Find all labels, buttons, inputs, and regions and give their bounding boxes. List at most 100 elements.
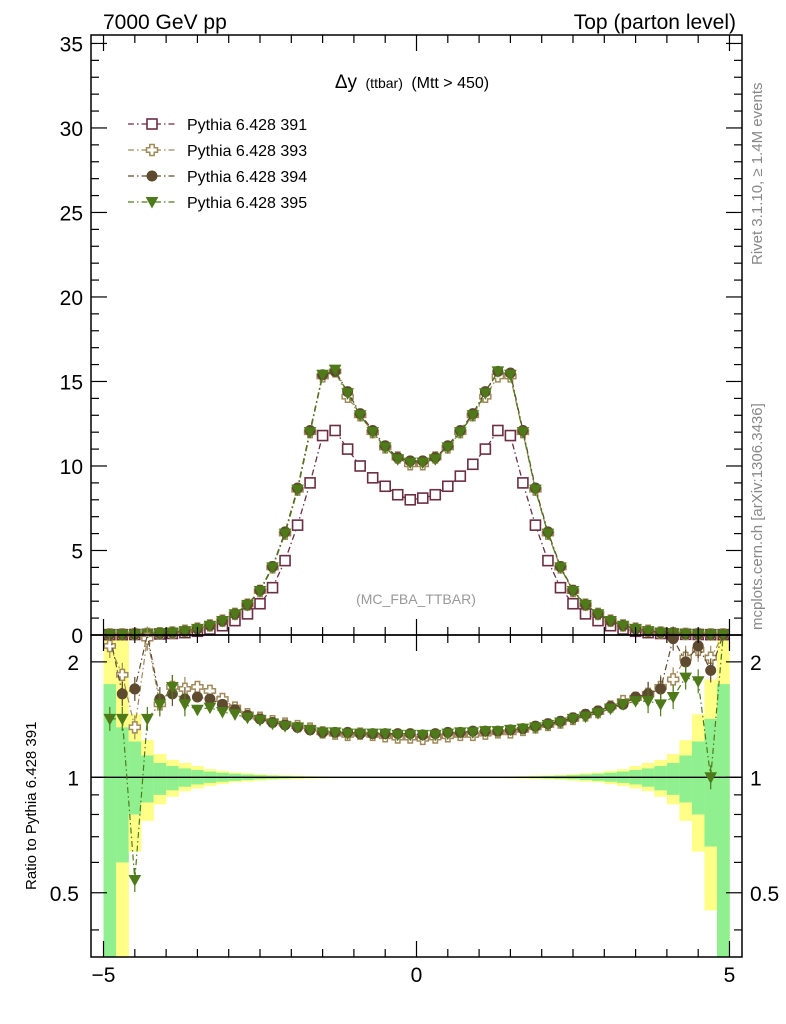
ratio-data-point <box>428 729 442 742</box>
main-series-4 <box>103 364 730 642</box>
mcplots-reference-label: mcplots.cern.ch [arXiv:1306.3436] <box>749 403 766 630</box>
ratio-data-point <box>403 729 417 742</box>
ratio-data-point <box>680 656 692 668</box>
title-rest: (Mtt > 450) <box>411 75 489 92</box>
ratio-band-green-bin <box>679 755 693 803</box>
ratio-data-point <box>204 693 216 705</box>
main-data-point <box>254 597 266 610</box>
ratio-data-point <box>591 708 605 720</box>
main-data-point <box>467 458 479 471</box>
ratio-data-point <box>616 699 630 711</box>
x-tick-label: −5 <box>92 964 116 987</box>
ratio-data-point <box>216 707 229 719</box>
ratio-data-point <box>291 722 304 734</box>
ratio-data-point <box>705 664 717 676</box>
main-y-tick-label: 5 <box>71 540 83 563</box>
axis-ticks <box>91 35 742 957</box>
main-y-tick-label: 20 <box>60 287 83 310</box>
ratio-data-point <box>604 703 617 716</box>
ratio-band-green-bin <box>166 766 179 791</box>
main-data-point <box>353 410 367 422</box>
ratio-band-green-bin <box>716 684 730 957</box>
main-data-point <box>517 477 529 489</box>
ratio-data-point <box>491 726 505 738</box>
ratio-data-point <box>115 713 129 726</box>
main-y-tick-label: 30 <box>60 118 83 141</box>
main-data-point <box>504 429 517 442</box>
ratio-data-point <box>504 724 517 737</box>
main-data-point <box>166 627 179 640</box>
main-data-point <box>304 477 316 489</box>
main-data-point <box>266 562 279 574</box>
ratio-data-point <box>128 874 142 887</box>
header-right-label: Top (parton level) <box>574 11 736 34</box>
ratio-data-point <box>353 728 367 741</box>
ratio-data-point <box>378 728 392 741</box>
ratio-series-line <box>109 634 724 740</box>
legend-marker <box>146 170 158 182</box>
main-data-point <box>441 442 455 454</box>
ratio-data-point <box>667 633 679 645</box>
legend-label: Pythia 6.428 395 <box>187 195 307 212</box>
ratio-y-tick-label-left: 2 <box>67 652 79 675</box>
ratio-data-point <box>191 691 203 703</box>
main-data-point <box>579 599 592 612</box>
ratio-data-point <box>416 729 430 742</box>
main-data-point <box>316 429 329 442</box>
main-data-point <box>591 609 605 621</box>
ratio-data-point <box>441 728 455 741</box>
ratio-data-point <box>116 668 129 682</box>
main-data-point <box>479 388 492 400</box>
ratio-series-line <box>109 634 724 880</box>
ratio-band-green-bin <box>103 684 117 957</box>
main-data-point <box>654 627 667 640</box>
main-series-line <box>109 429 724 636</box>
ratio-band-green-bin <box>116 727 129 863</box>
main-data-point <box>567 597 579 610</box>
main-plot-title: Δy (ttbar) (Mtt > 450) <box>335 72 489 93</box>
ratio-data-point <box>541 719 555 732</box>
main-data-point <box>341 388 354 400</box>
legend-label: Pythia 6.428 393 <box>187 143 307 160</box>
title-main: Δy <box>335 72 358 93</box>
main-data-point <box>178 626 192 638</box>
main-data-point <box>291 484 304 497</box>
ratio-data-point <box>129 683 141 695</box>
legend-label: Pythia 6.428 394 <box>187 169 307 186</box>
ratio-data-point <box>366 728 380 741</box>
main-data-point <box>354 460 366 472</box>
legend-marker <box>145 197 159 209</box>
main-data-point <box>428 454 442 466</box>
main-plot-series <box>103 364 730 642</box>
ratio-band-green-bin <box>128 741 142 815</box>
main-data-point <box>391 488 404 501</box>
title-small: (ttbar) <box>366 75 403 91</box>
ratio-data-point <box>241 712 254 725</box>
legend-marker <box>146 118 158 130</box>
main-data-point <box>504 369 517 382</box>
ratio-data-point <box>316 727 329 739</box>
main-data-point <box>541 528 555 541</box>
main-data-point <box>279 554 291 567</box>
main-data-point <box>328 364 342 377</box>
ratio-data-point <box>453 727 467 739</box>
ratio-data-point <box>103 713 117 726</box>
main-data-point <box>616 620 630 633</box>
main-data-point <box>542 554 554 567</box>
ratio-data-point <box>253 715 267 727</box>
ratio-data-point <box>641 696 655 708</box>
main-series-line <box>109 368 724 636</box>
ratio-data-point <box>666 673 680 686</box>
ratio-data-point <box>566 713 580 726</box>
main-data-point <box>266 581 279 594</box>
ratio-data-point <box>466 727 480 739</box>
main-data-point <box>316 369 329 382</box>
main-data-point <box>404 493 417 506</box>
main-data-point <box>466 410 480 422</box>
main-data-point <box>479 443 492 455</box>
main-data-point <box>379 480 392 493</box>
main-data-point <box>303 427 317 439</box>
ratio-band-green-bin <box>654 766 668 791</box>
ratio-series-1 <box>103 626 724 746</box>
